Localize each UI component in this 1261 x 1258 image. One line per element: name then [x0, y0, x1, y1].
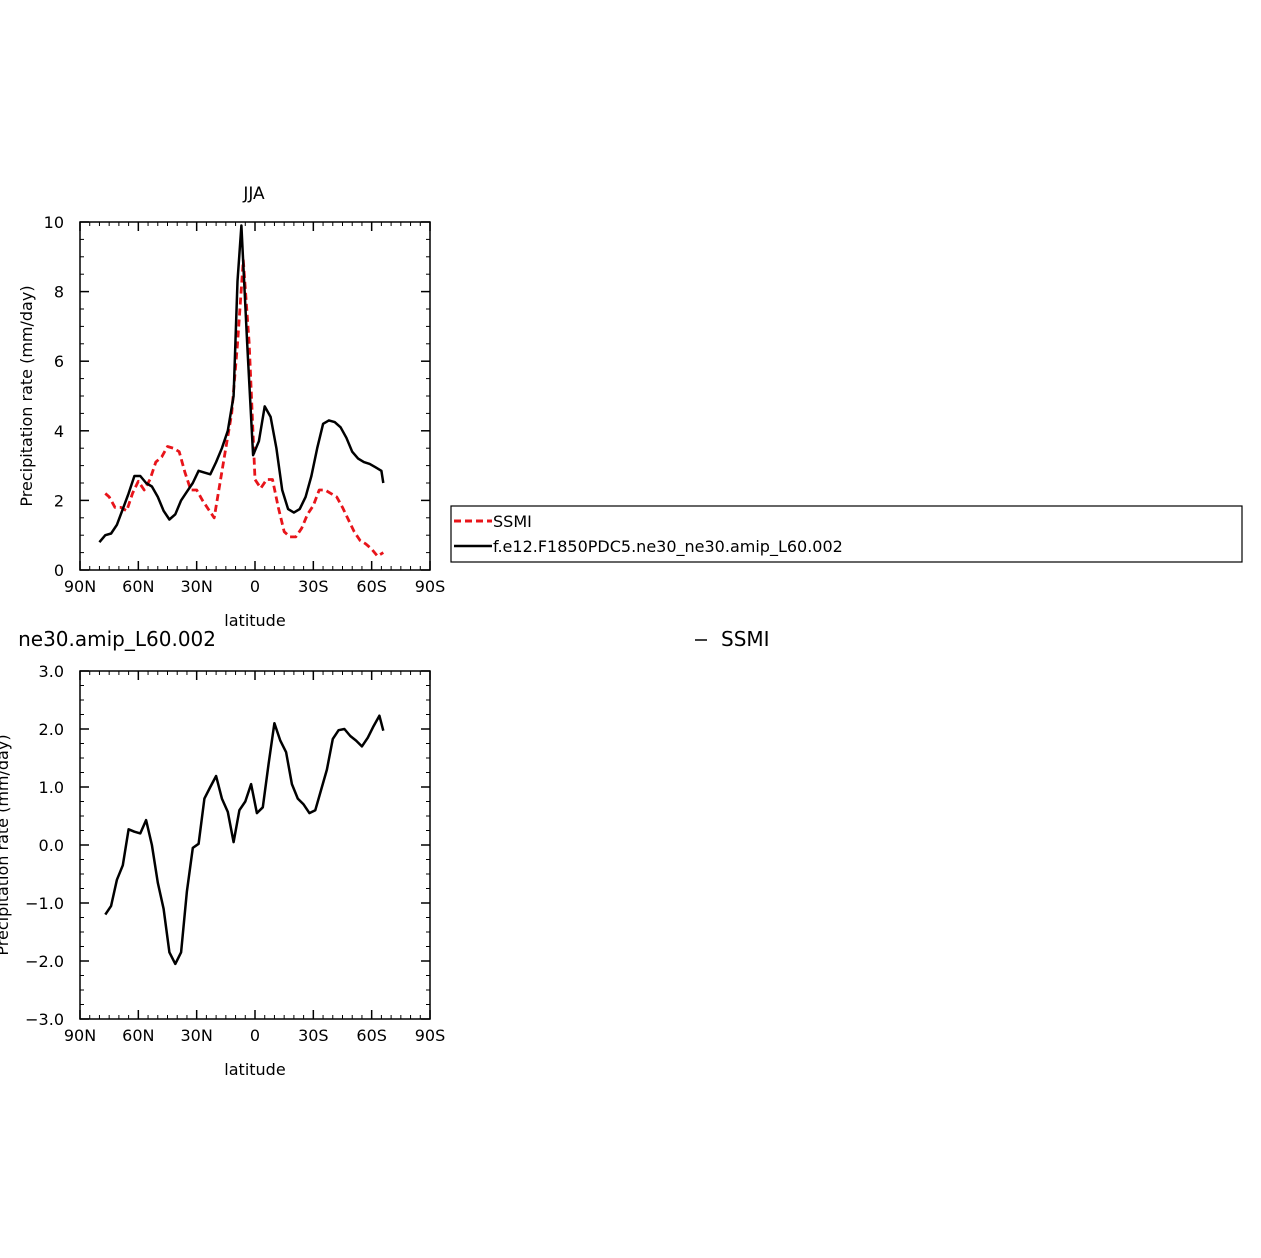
x-tick-label: 30S — [298, 1026, 329, 1045]
y-tick-label: −1.0 — [25, 894, 64, 913]
top-panel-ylabel: Precipitation rate (mm/day) — [17, 285, 36, 506]
top-panel-xlabel: latitude — [224, 611, 285, 630]
y-tick-label: 8 — [54, 283, 64, 302]
bottom-panel-frame — [79, 670, 431, 1020]
x-tick-label: 0 — [250, 1026, 260, 1045]
y-tick-label: 0.0 — [39, 836, 64, 855]
series-line-difference — [104, 714, 385, 966]
x-tick-label: 90S — [415, 1026, 446, 1045]
x-tick-label: 60N — [122, 1026, 154, 1045]
x-tick-label: 60S — [356, 577, 387, 596]
bottom-panel-xlabel: latitude — [224, 1060, 285, 1079]
bottom-panel-ylabel: Precipitation rate (mm/day) — [0, 734, 12, 955]
x-tick-label: 90N — [64, 577, 96, 596]
y-tick-label: 6 — [54, 352, 64, 371]
x-tick-label: 60N — [122, 577, 154, 596]
y-tick-label: −2.0 — [25, 952, 64, 971]
y-tick-label: 2 — [54, 491, 64, 510]
x-tick-label: 30S — [298, 577, 329, 596]
x-tick-label: 30N — [181, 577, 213, 596]
y-tick-label: 4 — [54, 422, 64, 441]
top-panel-frame — [79, 221, 431, 571]
y-tick-label: 2.0 — [39, 720, 64, 739]
y-tick-label: −3.0 — [25, 1010, 64, 1029]
series-line-f-e12-f1850pdc5-ne30-ne30-amip-l60-002 — [98, 224, 385, 544]
bottom-panel-title-right: SSMI — [721, 627, 770, 651]
y-tick-label: 1.0 — [39, 778, 64, 797]
top-panel-title: JJA — [242, 184, 265, 204]
x-tick-label: 90S — [415, 577, 446, 596]
legend-label-ssmi: SSMI — [493, 512, 532, 531]
bottom-panel-title-left: ne30.amip_L60.002 — [18, 627, 216, 651]
legend-box — [450, 505, 1243, 563]
x-tick-label: 90N — [64, 1026, 96, 1045]
legend-label-model: f.e12.F1850PDC5.ne30_ne30.amip_L60.002 — [493, 537, 843, 557]
legend: SSMI f.e12.F1850PDC5.ne30_ne30.amip_L60.… — [450, 505, 1243, 563]
x-tick-label: 60S — [356, 1026, 387, 1045]
y-tick-label: 10 — [44, 213, 64, 232]
y-tick-label: 0 — [54, 561, 64, 580]
x-tick-label: 30N — [181, 1026, 213, 1045]
y-tick-label: 3.0 — [39, 662, 64, 681]
x-tick-label: 0 — [250, 577, 260, 596]
bottom-panel: ne30.amip_L60.002 SSMI 90N 60N 30N 0 30S 60S 9… — [0, 627, 770, 1079]
